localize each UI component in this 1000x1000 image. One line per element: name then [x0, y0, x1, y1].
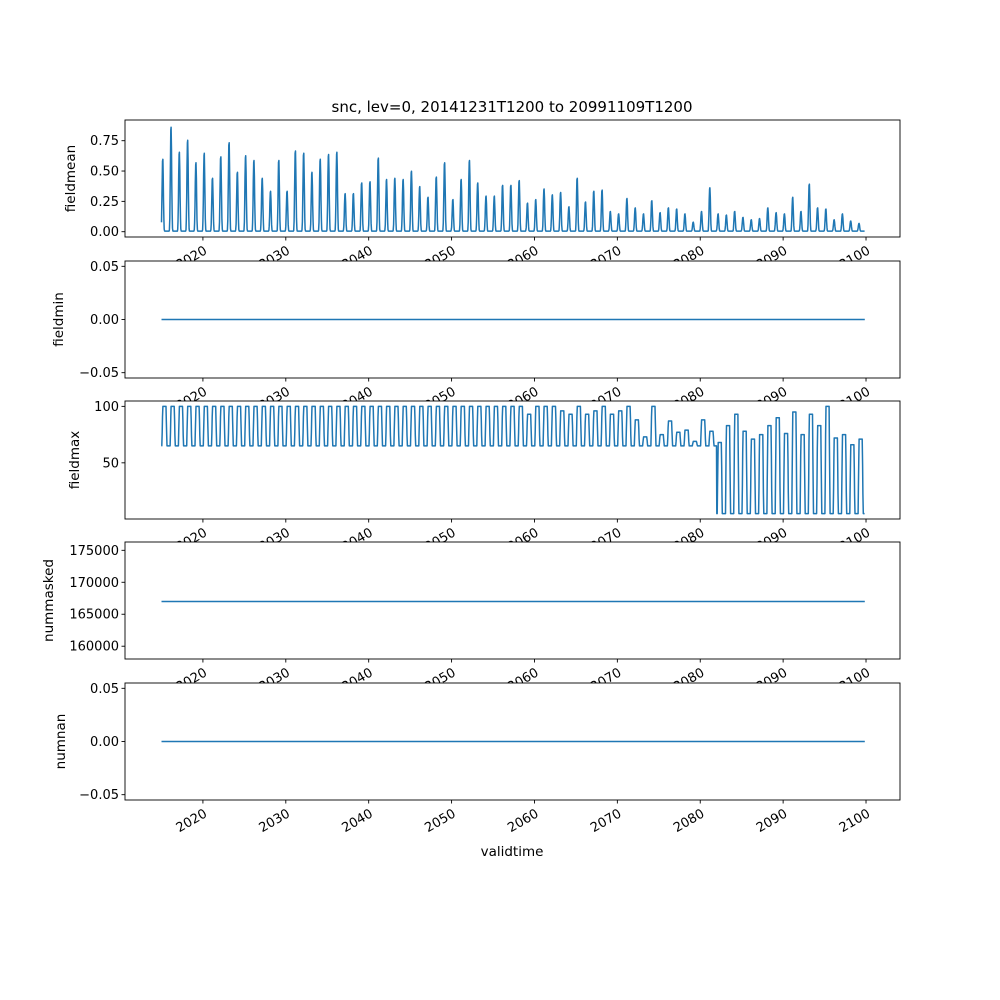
- fieldmean-series-line: [160, 126, 866, 232]
- axes-frame: [124, 400, 901, 520]
- axes-background: [125, 542, 900, 659]
- y-axis-label: fieldmax: [67, 431, 83, 490]
- y-tick-label: 160000: [69, 640, 119, 655]
- y-axis-label: nummasked: [41, 559, 57, 642]
- y-tick-label: −0.05: [79, 788, 119, 803]
- y-tick-label: 0.25: [90, 195, 119, 210]
- axes-frame: [124, 119, 901, 238]
- y-tick-label: 0.00: [90, 735, 119, 750]
- y-tick-label: 0.05: [90, 682, 119, 697]
- y-tick-label: 0.00: [90, 225, 119, 240]
- y-tick-label: 165000: [69, 608, 119, 623]
- y-tick-label: −0.05: [79, 366, 119, 381]
- y-tick-label: 175000: [69, 544, 119, 559]
- x-axis-label: validtime: [481, 844, 544, 860]
- y-axis-label: numnan: [53, 714, 69, 770]
- y-tick-label: 0.75: [90, 134, 119, 149]
- y-tick-label: 170000: [69, 576, 119, 591]
- y-tick-label: 0.00: [90, 313, 119, 328]
- y-tick-label: 100: [94, 400, 119, 415]
- y-tick-label: 0.50: [90, 165, 119, 180]
- y-tick-label: 50: [102, 456, 119, 471]
- y-axis-label: fieldmean: [63, 145, 79, 212]
- chart-title: snc, lev=0, 20141231T1200 to 20991109T12…: [332, 98, 693, 116]
- y-tick-label: 0.05: [90, 260, 119, 275]
- axes-frame: [124, 541, 901, 660]
- fieldmax-series-line: [161, 405, 866, 515]
- y-axis-label: fieldmin: [51, 292, 67, 347]
